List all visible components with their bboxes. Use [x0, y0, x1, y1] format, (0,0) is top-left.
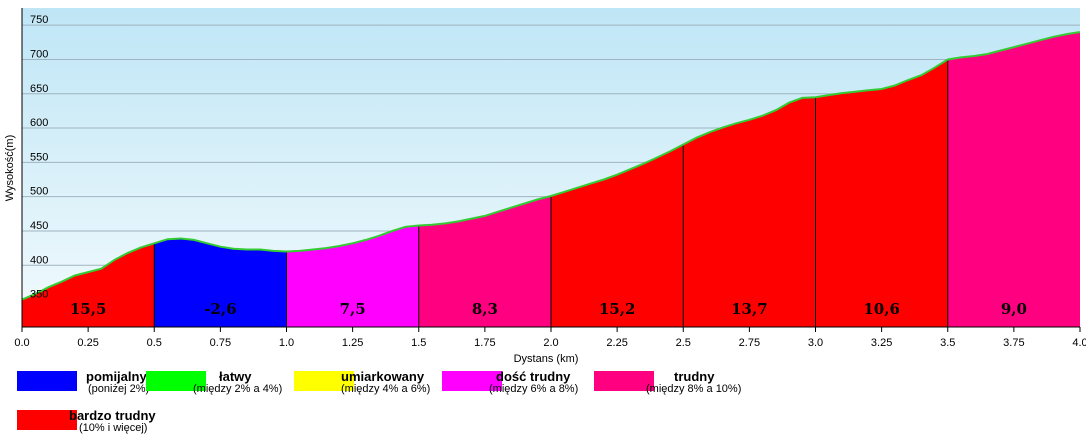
y-tick-label: 350 [30, 289, 48, 301]
grade-label: 15,2 [599, 300, 636, 318]
x-tick-label: 2.0 [543, 337, 558, 349]
x-tick-label: 1.5 [411, 337, 426, 349]
grade-segment [154, 238, 287, 327]
legend-swatch [594, 371, 654, 391]
x-tick-label: 2.75 [739, 337, 760, 349]
grade-labels: 15,5 -2,6 7,5 8,3 15,2 13,7 10,6 9,0 [70, 300, 1027, 318]
y-tick-label: 600 [30, 117, 48, 129]
y-axis-label: Wysokość(m) [4, 135, 16, 202]
x-axis-label: Dystans (km) [514, 353, 579, 365]
x-tick-label: 4.0 [1072, 337, 1086, 349]
elevation-profile-line [21, 31, 1081, 301]
legend-swatch [17, 371, 77, 391]
x-tick-label: 2.5 [676, 337, 691, 349]
y-tick-label: 700 [30, 48, 48, 60]
x-tick-label: 3.5 [940, 337, 955, 349]
x-tick-label: 3.75 [1003, 337, 1024, 349]
grade-label: 8,3 [472, 300, 498, 318]
x-tick-label: 1.25 [342, 337, 363, 349]
grade-label: 15,5 [70, 300, 107, 318]
legend-title: łatwy [219, 369, 252, 384]
legend-title: bardzo trudny [69, 408, 156, 423]
x-tick-label: 0.75 [210, 337, 231, 349]
y-tick-label: 650 [30, 83, 48, 95]
x-tick-label: 3.25 [871, 337, 892, 349]
y-tick-label: 550 [30, 151, 48, 163]
legend-subtitle: (między 4% a 6%) [341, 383, 431, 395]
legend-title: pomijalny [86, 369, 147, 384]
legend-subtitle: (poniżej 2%) [88, 383, 150, 395]
y-tick-label: 750 [30, 14, 48, 26]
y-axis-ticks: 350 400 450 500 550 600 650 700 750 [30, 14, 48, 300]
grade-label: 7,5 [340, 300, 366, 318]
grade-segment [418, 196, 551, 327]
grade-segment [286, 225, 419, 327]
grade-segment [947, 32, 1080, 327]
grade-label: -2,6 [204, 300, 236, 318]
x-tick-label: 0.0 [14, 337, 29, 349]
grade-segment [815, 59, 948, 327]
legend-swatch [442, 371, 502, 391]
grade-segment [683, 97, 816, 327]
x-axis-ticks: 0.0 0.25 0.5 0.75 1.0 1.25 1.5 1.75 2.0 2.25 2.5 2.… [14, 327, 1086, 349]
y-tick-label: 500 [30, 186, 48, 198]
x-tick-label: 2.25 [606, 337, 627, 349]
grade-segment [22, 243, 155, 327]
x-tick-label: 1.75 [474, 337, 495, 349]
y-tick-label: 450 [30, 220, 48, 232]
legend-title: dość trudny [496, 369, 571, 384]
grade-label: 13,7 [731, 300, 768, 318]
legend-subtitle: (10% i więcej) [79, 422, 148, 434]
legend-swatch [146, 371, 206, 391]
grade-segments [22, 32, 1080, 327]
legend-subtitle: (między 2% a 4%) [193, 383, 283, 395]
x-tick-label: 1.0 [279, 337, 294, 349]
legend-title: trudny [674, 369, 715, 384]
profile-line-group [21, 31, 1081, 301]
y-tick-label: 400 [30, 254, 48, 266]
x-tick-label: 3.0 [808, 337, 823, 349]
x-tick-label: 0.5 [147, 337, 162, 349]
legend-title: umiarkowany [341, 369, 425, 384]
legend-subtitle: (między 6% a 8%) [489, 383, 579, 395]
grade-label: 10,6 [863, 300, 900, 318]
grade-label: 9,0 [1001, 300, 1027, 318]
legend-swatch [294, 371, 354, 391]
legend-swatch [17, 410, 77, 430]
grade-segment [551, 144, 684, 327]
legend-subtitle: (między 8% a 10%) [646, 383, 742, 395]
x-tick-label: 0.25 [77, 337, 98, 349]
